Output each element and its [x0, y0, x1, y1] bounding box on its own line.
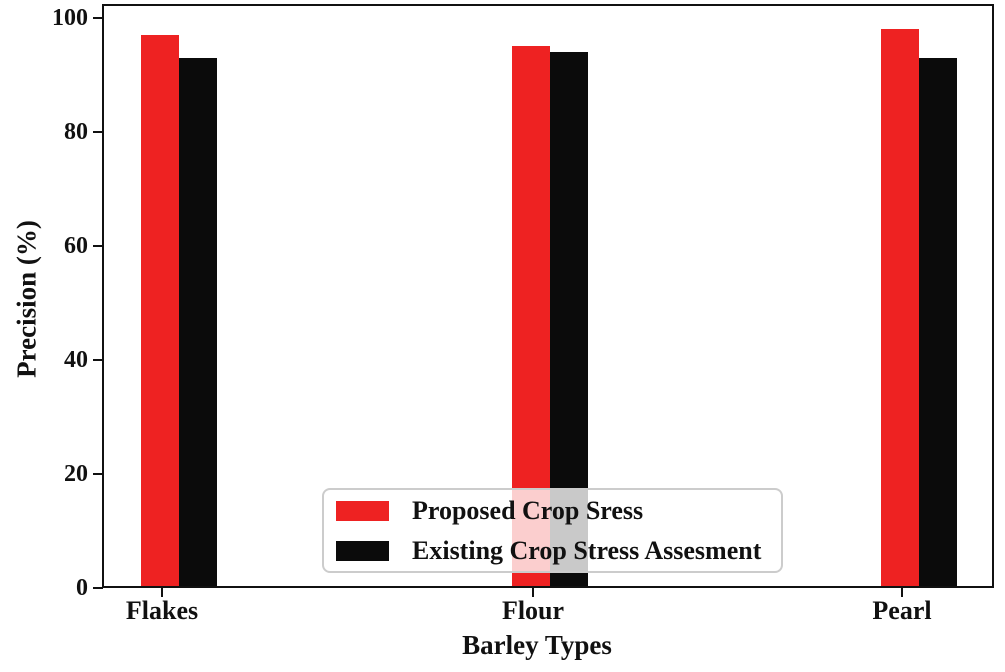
- x-category-label-pearl: Pearl: [872, 596, 932, 625]
- legend-item-proposed: Proposed Crop Sress: [336, 495, 773, 527]
- y-tick-label-80: 80: [64, 119, 88, 145]
- x-category-label-flour: Flour: [501, 596, 565, 625]
- y-tick-label-100: 100: [52, 5, 88, 31]
- y-tick-mark: [93, 473, 103, 475]
- legend-swatch-proposed: [336, 501, 389, 521]
- x-tick-mark: [532, 588, 534, 597]
- y-tick-mark: [93, 245, 103, 247]
- x-axis-label: Barley Types: [462, 630, 612, 660]
- y-tick-label-0: 0: [76, 575, 88, 601]
- x-tick-mark: [901, 588, 903, 597]
- y-tick-mark: [93, 131, 103, 133]
- legend-swatch-existing: [336, 541, 389, 561]
- y-tick-mark: [93, 359, 103, 361]
- y-tick-label-60: 60: [64, 233, 88, 259]
- bar-existing-pearl: [919, 58, 957, 588]
- x-category-label-flakes: Flakes: [125, 596, 199, 625]
- y-tick-label-20: 20: [64, 461, 88, 487]
- legend: Proposed Crop Sress Existing Crop Stress…: [322, 488, 783, 573]
- legend-item-existing: Existing Crop Stress Assesment: [336, 535, 773, 567]
- bar-proposed-flakes: [141, 35, 179, 588]
- bar-proposed-pearl: [881, 29, 919, 588]
- y-axis-label: Precision (%): [11, 220, 42, 378]
- y-tick-mark: [93, 587, 103, 589]
- y-tick-mark: [93, 17, 103, 19]
- legend-label-proposed: Proposed Crop Sress: [412, 496, 644, 525]
- y-tick-label-40: 40: [64, 347, 88, 373]
- x-tick-mark: [161, 588, 163, 597]
- legend-label-existing: Existing Crop Stress Assesment: [412, 536, 762, 565]
- bar-existing-flakes: [179, 58, 217, 588]
